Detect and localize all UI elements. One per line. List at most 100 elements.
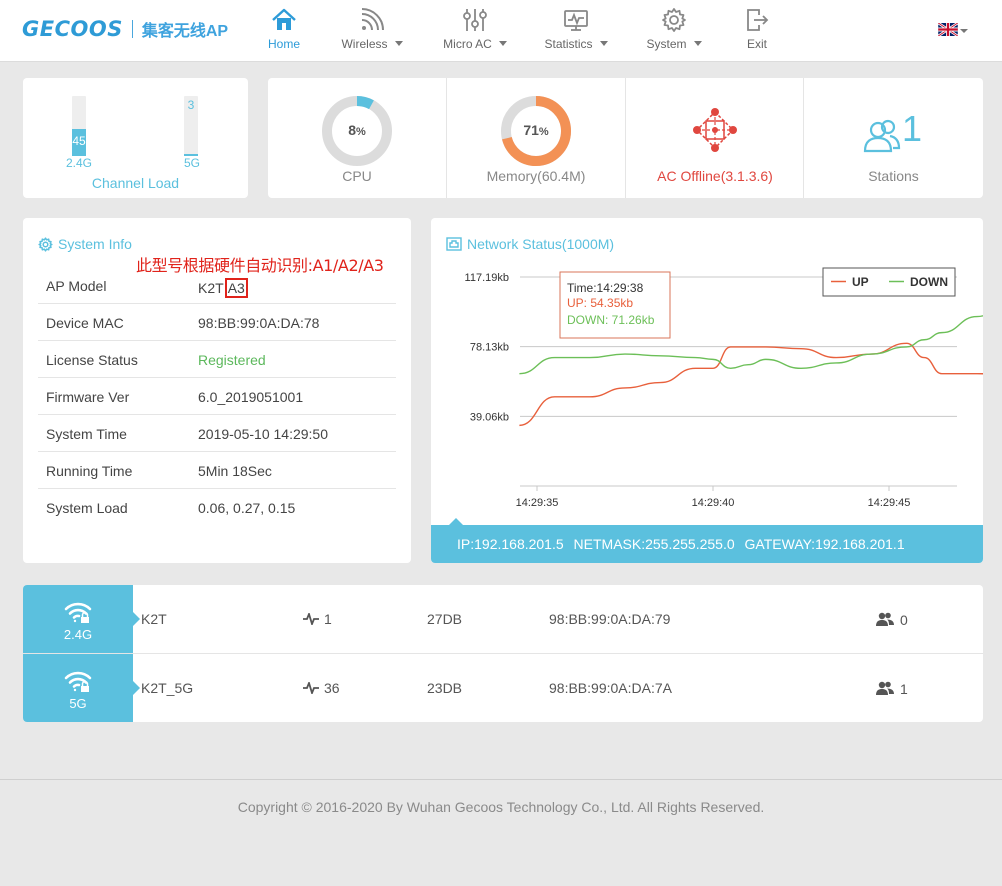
language-chevron-down-icon[interactable] [960,29,968,33]
model-annotation: 此型号根据硬件自动识别:A1/A2/A3 [136,256,384,275]
row-divider [23,653,983,654]
footer-divider [0,779,1002,780]
chevron-down-icon [693,41,702,46]
memory-stat: 71% Memory(60.4M) [447,78,625,198]
nav-wireless[interactable]: Wireless [336,6,408,56]
series-line-up [519,342,983,427]
info-value: 2019-05-10 14:29:50 [198,426,328,442]
memory-label: Memory(60.4M) [486,168,586,184]
wifi-lock-icon [64,671,92,692]
x-tick-label: 14:29:40 [692,497,735,509]
pulse-icon [303,680,319,696]
ssid-tx-power: 27DB [427,611,463,627]
pulse-icon [303,611,319,627]
band-label: 5G [69,696,87,711]
ssid-row-5g[interactable]: 5G K2T_5G 36 23DB 98:BB:99:0A:DA:7A 1 [23,654,983,722]
nav-exit-label: Exit [746,37,767,51]
nav-micro-ac-label: Micro AC [443,37,492,51]
network-info-bar: IP:192.168.201.5 NETMASK:255.255.255.0 G… [431,518,983,563]
network-info-notch [449,518,463,525]
ssid-clients[interactable]: 1 [876,681,908,697]
legend-up-label: UP [852,275,869,289]
info-row-license-status: License Status Registered [38,341,396,378]
badge-arrow [133,681,140,695]
system-info-title: System Info [58,236,132,252]
network-status-title: Network Status(1000M) [467,236,615,252]
band-5g-load-fill [184,154,198,156]
ssid-name: K2T_5G [141,680,194,696]
info-key: System Load [46,500,128,516]
nav-statistics-label: Statistics [544,37,593,51]
cpu-stat: 8% CPU [268,78,446,198]
nav-statistics[interactable]: Statistics [540,6,612,56]
users-icon [876,612,894,626]
gear-icon [38,236,53,252]
tooltip-time: Time:14:29:38 [567,281,644,295]
info-key: AP Model [46,278,107,294]
info-value: 5Min 18Sec [198,463,272,479]
band-5g-label: 5G [184,156,201,170]
chart-legend[interactable]: UP DOWN [822,267,956,297]
legend-down-label: DOWN [910,275,948,289]
system-info-header: System Info [38,236,132,252]
info-row-system-load: System Load 0.06, 0.27, 0.15 [38,489,396,526]
nav-system-label: System [646,37,687,51]
band-badge-24g: 2.4G [23,585,140,654]
y-tick-label: 117.19kb [465,272,509,284]
ssid-row-24g[interactable]: 2.4G K2T 1 27DB 98:BB:99:0A:DA:79 0 [23,585,983,654]
users-icon [876,681,894,695]
info-value: 0.06, 0.27, 0.15 [198,500,296,516]
monitor-chart-icon [540,6,612,34]
memory-value: 71% [523,122,549,138]
ac-stat[interactable]: AC Offline(3.1.3.6) [626,78,804,198]
info-key: System Time [46,426,127,442]
info-value: K2T A3 [198,278,248,298]
uk-flag-icon[interactable] [938,23,958,36]
info-key: Firmware Ver [46,389,130,405]
brand-logo[interactable]: GECOOS 集客无线AP [22,16,228,42]
ssid-channel: 36 [303,680,340,696]
stats-card: 8% CPU 71% Memory(60.4M) AC Offline(3.1.… [268,78,983,198]
cpu-label: CPU [342,168,372,184]
stations-count: 1 [902,108,923,149]
info-row-running-time: Running Time 5Min 18Sec [38,452,396,489]
cpu-value: 8% [348,122,366,138]
copyright-text: Copyright © 2016-2020 By Wuhan Gecoos Te… [237,799,765,815]
ssid-clients[interactable]: 0 [876,612,908,628]
band-5g-load-bar [184,96,198,156]
stat-divider [803,78,804,198]
channel-load-card: 45 2.4G 3 5G Channel Load [23,78,248,198]
netmask: NETMASK:255.255.255.0 [573,536,735,552]
top-header: GECOOS 集客无线AP Home Wireless Micro AC [0,0,1002,62]
sliders-icon [437,6,513,34]
ssid-bssid: 98:BB:99:0A:DA:79 [549,611,671,627]
nav-exit[interactable]: Exit [738,6,776,56]
ssid-name: K2T [141,611,167,627]
info-key: Device MAC [46,315,124,331]
ac-status-label: AC Offline(3.1.3.6) [657,168,773,184]
band-label: 2.4G [63,627,93,642]
info-key: License Status [46,352,138,368]
wireless-icon [336,6,408,34]
stations-stat[interactable]: 1 Stations [804,78,983,198]
band-5g-load-value: 3 [187,98,195,112]
nav-micro-ac[interactable]: Micro AC [437,6,513,56]
wifi-lock-icon [64,602,92,623]
network-traffic-chart: 117.19kb 78.13kb 39.06kb 14:29:35 14:29:40 14… [465,267,983,509]
nav-home[interactable]: Home [262,6,306,56]
nav-system[interactable]: System [641,6,707,56]
y-tick-label: 78.13kb [470,342,509,354]
license-status-value: Registered [198,352,266,368]
band-24g-load-value: 45 [72,134,86,148]
chevron-down-icon [394,41,403,46]
ssid-channel: 1 [303,611,332,627]
cpu-donut [322,96,392,166]
stat-divider [446,78,447,198]
band-badge-5g: 5G [23,654,140,722]
x-tick-label: 14:29:35 [516,497,559,509]
chart-tooltip: Time:14:29:38 UP: 54.35kb DOWN: 71.26kb [559,271,671,339]
info-row-firmware: Firmware Ver 6.0_2019051001 [38,378,396,415]
ssid-table: 2.4G K2T 1 27DB 98:BB:99:0A:DA:79 0 5G K… [23,585,983,722]
ac-network-icon [693,108,737,152]
memory-donut [501,96,571,166]
